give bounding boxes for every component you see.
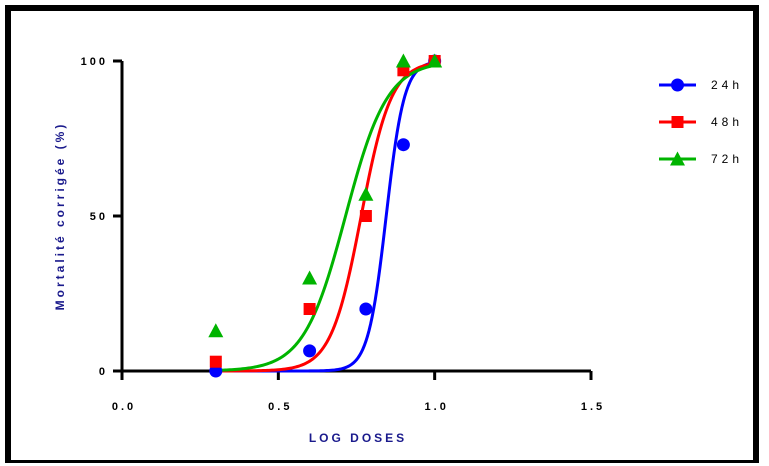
chart-frame [5,5,759,463]
x-tick-label: 0.5 [268,401,292,413]
y-tick-label: 0 [99,366,108,378]
data-point-48h [359,210,372,222]
x-axis-title: LOG DOSES [309,431,407,445]
y-tick-label: 100 [81,56,108,68]
legend-marker-48h [671,116,684,128]
data-point-72h [358,186,374,201]
legend-label-48h: 48h [711,115,743,129]
legend-marker-72h [670,151,685,166]
data-point-48h [303,303,316,315]
data-point-48h [209,355,222,368]
data-point-24h [209,364,223,378]
fit-curve-72h [215,63,435,372]
legend-label-24h: 24h [711,78,743,92]
data-point-24h [303,344,317,358]
y-axis-title: Mortalité corrigée (%) [53,122,67,311]
data-point-24h [396,138,410,152]
data-point-72h [208,323,224,338]
data-point-24h [359,302,373,316]
data-point-72h [302,270,318,285]
y-tick-label: 50 [90,211,108,223]
fit-curve-24h [215,60,435,373]
x-tick-label: 1.5 [581,401,605,413]
data-point-72h [395,53,411,68]
legend-marker-24h [671,78,684,92]
x-tick-label: 1.0 [425,401,449,413]
legend-label-72h: 72h [711,152,743,166]
x-tick-label: 0.0 [112,401,136,413]
data-point-72h [427,53,443,68]
